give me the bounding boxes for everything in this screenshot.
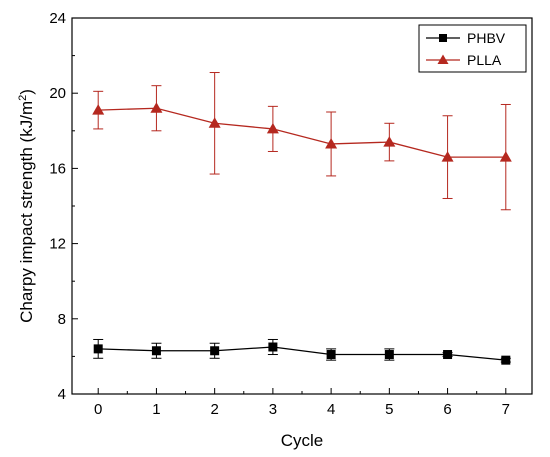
phbv-point <box>268 342 278 352</box>
plla-line <box>98 107 506 158</box>
plla-point <box>92 104 105 115</box>
phbv-point <box>384 350 394 360</box>
y-tick-label: 8 <box>58 311 66 328</box>
series-plla <box>92 72 512 211</box>
y-tick-label: 20 <box>49 85 66 102</box>
phbv-point <box>210 346 220 356</box>
plla-point <box>441 151 454 162</box>
plla-point <box>208 117 221 128</box>
x-tick-label: 1 <box>152 401 160 418</box>
x-tick-label: 2 <box>210 401 218 418</box>
phbv-point <box>501 355 511 365</box>
x-tick-label: 5 <box>385 401 393 418</box>
y-tick-label: 12 <box>49 236 66 253</box>
x-axis: 0 1 2 3 4 5 6 7 <box>94 388 510 418</box>
y-axis-title: Charpy impact strength (kJ/m2) <box>17 89 36 323</box>
plla-point <box>266 122 279 134</box>
legend-label-plla: PLLA <box>467 52 502 68</box>
x-tick-label: 4 <box>327 401 335 418</box>
y-tick-label: 4 <box>58 386 66 403</box>
legend-box <box>418 24 527 73</box>
plla-point <box>150 102 163 113</box>
legend-label-phbv: PHBV <box>467 30 506 46</box>
series-layer <box>92 72 512 365</box>
phbv-point <box>443 350 453 360</box>
y-tick-label: 16 <box>49 160 66 177</box>
plot-frame <box>71 17 533 395</box>
y-axis: 4 8 12 16 20 24 <box>49 10 78 403</box>
y-tick-label: 24 <box>49 10 66 27</box>
y-axis-title-superscript: 2 <box>17 95 29 101</box>
legend: PHBV PLLA <box>418 24 527 73</box>
legend-marker-plla <box>437 54 449 64</box>
x-tick-label: 6 <box>443 401 451 418</box>
x-tick-label: 7 <box>502 401 510 418</box>
phbv-point <box>93 344 103 354</box>
x-axis-title: Cycle <box>281 431 324 450</box>
series-phbv <box>93 338 511 365</box>
legend-marker-phbv <box>439 34 447 42</box>
plla-point <box>325 137 338 149</box>
x-tick-label: 3 <box>269 401 277 418</box>
phbv-point <box>151 346 161 356</box>
phbv-line <box>98 346 506 361</box>
plla-point <box>499 151 512 162</box>
plla-point <box>383 136 396 147</box>
phbv-point <box>326 350 336 360</box>
x-tick-label: 0 <box>94 401 102 418</box>
